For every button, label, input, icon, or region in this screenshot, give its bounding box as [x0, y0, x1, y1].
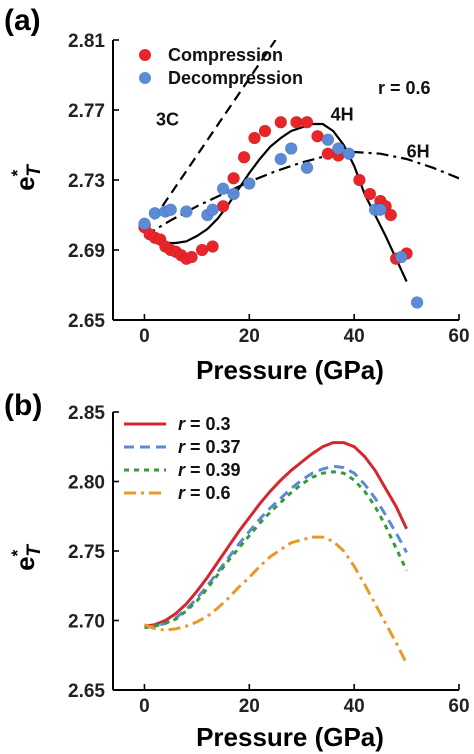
x-tick-label: 60 — [448, 696, 469, 717]
decompression-point — [227, 187, 240, 201]
compression-point — [300, 116, 314, 129]
decompression-point — [300, 161, 314, 174]
compression-point — [185, 250, 198, 264]
y-tick-label: 2.80 — [68, 473, 105, 494]
x-tick-label: 40 — [344, 696, 365, 717]
panel-b-x-axis-title: Pressure (GPa) — [196, 722, 384, 752]
x-tick-label: 20 — [239, 696, 260, 717]
y-tick-label: 2.69 — [68, 241, 105, 262]
decompression-point — [321, 133, 335, 146]
x-tick-label: 20 — [239, 326, 260, 347]
line-label-6h: 6H — [407, 141, 430, 161]
panel-a-points — [138, 116, 424, 309]
decompression-point — [374, 203, 387, 216]
line-3c-model — [143, 40, 277, 234]
series-line-r-0.37 — [144, 464, 408, 629]
decompression-point — [138, 217, 151, 230]
compression-point — [258, 124, 272, 138]
x-tick-label: 0 — [139, 326, 150, 347]
panel-a: (a) e*T 0 20 40 60 2.65 2.69 2.73 2.77 2.81 Comp… — [4, 4, 470, 385]
compression-point — [227, 172, 240, 185]
panel-b: (b) e*T 0 20 40 60 2.65 2.70 2.75 2.80 2.85 r = … — [4, 389, 470, 752]
x-tick-label: 40 — [344, 326, 365, 347]
legend-label: r = 0.39 — [178, 460, 241, 480]
panel-b-y-title-sup: * — [8, 549, 27, 556]
compression-point — [363, 187, 377, 201]
line-6h-model — [143, 150, 459, 237]
y-tick-label: 2.85 — [68, 403, 105, 424]
panel-b-y-axis-title: e*T — [8, 544, 45, 571]
compression-point — [321, 147, 335, 160]
panel-a-legend: Compression Decompression — [139, 45, 303, 88]
y-tick-label: 2.65 — [68, 311, 105, 332]
compression-point — [216, 200, 230, 213]
decompression-point — [342, 147, 356, 160]
panel-b-axes — [112, 412, 459, 691]
decompression-point — [216, 182, 230, 195]
panel-a-label: (a) — [4, 4, 41, 37]
legend-label: r = 0.3 — [178, 414, 231, 434]
legend-label: r = 0.37 — [178, 437, 241, 457]
decompression-point — [284, 142, 298, 155]
line-4h-model — [144, 122, 408, 282]
y-tick-label: 2.70 — [68, 612, 105, 633]
panel-a-y-title-sub: T — [24, 164, 45, 177]
decompression-point — [164, 203, 177, 216]
legend-decompression-label: Decompression — [168, 68, 303, 88]
panel-b-lines — [143, 441, 408, 665]
panel-a-r-annotation: r = 0.6 — [378, 78, 431, 98]
panel-b-ticks: 0 20 40 60 2.65 2.70 2.75 2.80 2.85 — [68, 403, 470, 717]
decompression-point — [180, 205, 193, 218]
decompression-point — [148, 207, 162, 220]
x-tick-label: 60 — [448, 326, 469, 347]
panel-a-ticks: 0 20 40 60 2.65 2.69 2.73 2.77 2.81 — [68, 31, 470, 347]
panel-b-legend: r = 0.3 r = 0.37 r = 0.39 r = 0.6 — [124, 414, 241, 503]
panel-a-lines — [143, 40, 459, 282]
y-tick-label: 2.73 — [68, 171, 105, 192]
panel-a-x-axis-title: Pressure (GPa) — [196, 355, 384, 385]
panel-a-axes — [112, 40, 459, 321]
legend-decompression-marker — [139, 72, 151, 84]
y-tick-label: 2.75 — [68, 542, 105, 563]
legend-compression-marker — [139, 49, 151, 61]
panel-a-y-title-sup: * — [8, 169, 27, 176]
series-line-r-0.3 — [144, 441, 408, 628]
decompression-point — [394, 250, 408, 264]
panel-b-y-title-main: e — [10, 556, 40, 570]
panel-a-y-axis-title: e*T — [8, 164, 45, 191]
y-tick-label: 2.77 — [68, 101, 105, 122]
compression-point — [206, 240, 219, 253]
panel-b-label: (b) — [4, 389, 42, 422]
panel-a-line-labels: 3C 4H 6H — [156, 105, 430, 162]
compression-point — [237, 151, 251, 164]
decompression-point — [206, 203, 219, 216]
panel-a-y-title-main: e — [10, 176, 40, 190]
x-tick-label: 0 — [139, 696, 150, 717]
decompression-point — [274, 152, 288, 166]
y-tick-label: 2.81 — [68, 31, 105, 52]
compression-point — [353, 173, 366, 187]
y-tick-label: 2.65 — [68, 681, 105, 702]
series-line-r-0.6 — [143, 535, 408, 665]
line-label-3c: 3C — [156, 110, 179, 130]
decompression-point — [332, 142, 345, 155]
line-label-4h: 4H — [331, 105, 354, 125]
compression-point — [248, 131, 261, 145]
panel-b-y-title-sub: T — [24, 544, 45, 557]
legend-label: r = 0.6 — [178, 483, 231, 503]
series-line-r-0.39 — [144, 470, 408, 629]
compression-point — [274, 116, 288, 129]
compression-point — [384, 208, 398, 222]
decompression-point — [243, 177, 256, 190]
compression-point — [195, 243, 209, 257]
decompression-point — [410, 296, 424, 309]
legend-compression-label: Compression — [168, 45, 283, 65]
